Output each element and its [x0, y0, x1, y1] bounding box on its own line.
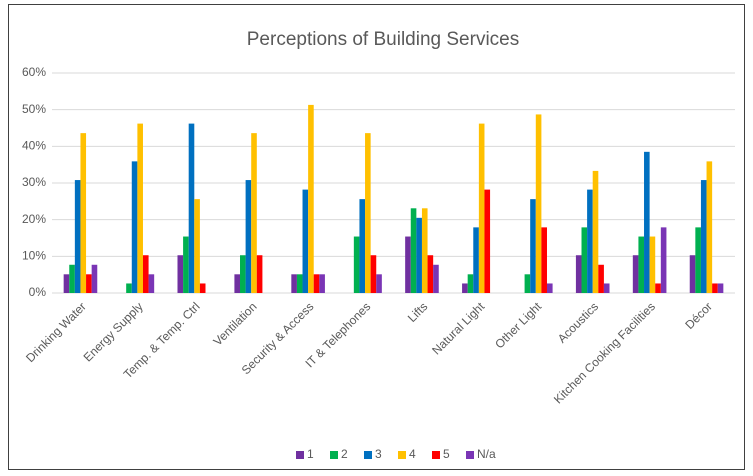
legend-label: N/a — [477, 447, 496, 461]
bar — [69, 264, 75, 293]
bar — [137, 123, 143, 293]
bar — [183, 236, 189, 293]
bar — [587, 189, 593, 293]
y-tick-label: 30% — [22, 175, 46, 189]
bar — [467, 274, 474, 293]
bar — [302, 189, 309, 293]
bar — [256, 255, 263, 293]
legend-swatch — [432, 451, 440, 459]
bar — [581, 227, 588, 293]
bar — [700, 180, 707, 293]
bar — [478, 123, 485, 293]
bar — [421, 208, 428, 293]
bar — [359, 199, 366, 293]
bar — [427, 255, 434, 293]
bar — [644, 151, 650, 293]
legend-label: 5 — [443, 447, 450, 461]
y-tick-label: 0% — [29, 285, 47, 299]
legend-label: 3 — [375, 447, 382, 461]
bar — [541, 227, 547, 293]
y-tick-label: 20% — [22, 212, 46, 226]
bar — [462, 283, 468, 293]
legend-swatch — [296, 451, 304, 459]
legend-swatch — [466, 451, 474, 459]
chart-title: Perceptions of Building Services — [247, 29, 519, 50]
bar — [80, 133, 87, 293]
bar — [296, 274, 303, 293]
bar — [598, 264, 604, 293]
bar — [484, 189, 491, 293]
bar — [689, 255, 696, 293]
bar — [365, 133, 371, 293]
bar — [649, 236, 656, 293]
bar — [91, 264, 98, 293]
bar — [194, 199, 200, 293]
legend-label: 2 — [341, 447, 348, 461]
legend-swatch — [398, 451, 406, 459]
bar — [251, 133, 257, 293]
bar — [86, 274, 92, 293]
bar — [177, 255, 184, 293]
bar — [291, 274, 297, 293]
bar — [638, 236, 645, 293]
bar — [660, 227, 667, 293]
bar — [712, 283, 718, 293]
legend-swatch — [364, 451, 372, 459]
bar — [126, 283, 132, 293]
bar — [524, 274, 531, 293]
legend-label: 1 — [307, 447, 314, 461]
bar — [546, 283, 553, 293]
bar — [410, 208, 417, 293]
chart-frame — [8, 4, 745, 470]
bar — [188, 123, 195, 293]
bar — [74, 180, 81, 293]
bar — [473, 227, 479, 293]
bar — [234, 274, 241, 293]
bar — [575, 255, 582, 293]
bar — [308, 104, 314, 294]
y-tick-label: 50% — [22, 102, 46, 116]
legend-label: 4 — [409, 447, 416, 461]
bar — [433, 264, 439, 293]
y-tick-label: 60% — [22, 65, 46, 79]
bar — [706, 161, 713, 293]
bar — [405, 236, 411, 293]
bar — [240, 255, 246, 293]
y-tick-label: 40% — [22, 139, 46, 153]
bar — [319, 274, 325, 293]
bar — [353, 236, 360, 293]
bar — [199, 283, 206, 293]
bar — [148, 274, 155, 293]
bar — [131, 161, 138, 293]
bar — [245, 180, 252, 293]
bar — [632, 255, 639, 293]
bar — [592, 170, 599, 293]
bar — [535, 114, 542, 293]
bar — [717, 283, 724, 293]
y-tick-label: 10% — [22, 249, 46, 263]
bar — [370, 255, 377, 293]
bar — [63, 274, 70, 293]
bar — [416, 217, 422, 293]
bar — [142, 255, 149, 293]
bar — [530, 199, 536, 293]
legend-swatch — [330, 451, 338, 459]
bar — [695, 227, 701, 293]
bar — [376, 274, 382, 293]
bar — [313, 274, 320, 293]
bar — [603, 283, 610, 293]
bar — [655, 283, 661, 293]
